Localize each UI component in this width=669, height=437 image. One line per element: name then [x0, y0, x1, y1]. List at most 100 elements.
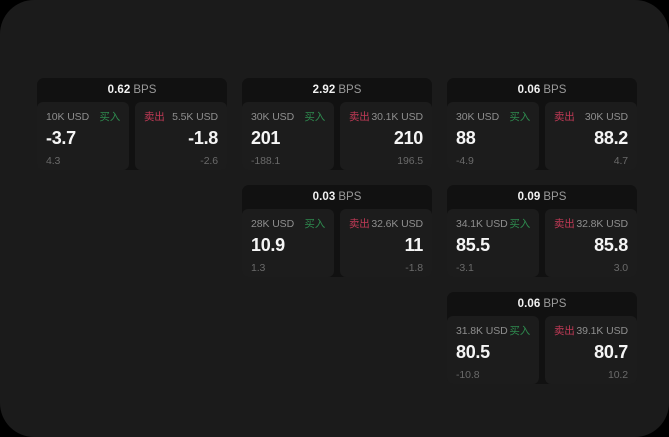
bps-value: 2.92 [312, 84, 336, 96]
sell-action-label: 卖出 [349, 111, 370, 123]
buy-size-label: 10K USD [46, 110, 90, 123]
buy-side-panel[interactable]: 30K USD 买入 201 -188.1 [242, 102, 334, 170]
buy-side-panel[interactable]: 31.8K USD 买入 80.5 -10.8 [447, 316, 539, 384]
sell-side-panel[interactable]: 卖出 32.8K USD 85.8 3.0 [545, 209, 637, 277]
sell-side-panel[interactable]: 卖出 32.6K USD 11 -1.8 [340, 209, 432, 277]
quote-column-1: 0.62 BPS 10K USD 买入 -3.7 4.3 [37, 78, 227, 185]
buy-side-panel[interactable]: 10K USD 买入 -3.7 4.3 [37, 102, 129, 170]
buy-price: 80.5 [456, 342, 490, 362]
buy-size-label: 30K USD [456, 110, 500, 123]
sell-action-label: 卖出 [144, 111, 165, 123]
sell-size-label: 5.5K USD [172, 110, 218, 123]
sell-delta: 10.2 [607, 369, 628, 381]
buy-side-panel[interactable]: 34.1K USD 买入 85.5 -3.1 [447, 209, 539, 277]
buy-delta: -188.1 [251, 155, 281, 167]
sell-side-header: 卖出 5.5K USD [144, 110, 218, 124]
buy-delta: -4.9 [456, 155, 474, 167]
bps-unit: BPS [338, 84, 362, 96]
sell-action-label: 卖出 [554, 111, 575, 123]
buy-price: -3.7 [46, 128, 76, 148]
card-header: 0.06 BPS [447, 293, 637, 316]
sell-side-header: 卖出 39.1K USD [554, 324, 628, 338]
sell-delta: 196.5 [397, 155, 423, 167]
bps-value: 0.09 [517, 191, 541, 203]
sell-delta: 4.7 [613, 155, 628, 167]
buy-delta: -3.1 [456, 262, 474, 274]
sell-size-label: 32.8K USD [576, 217, 628, 230]
quote-card[interactable]: 0.06 BPS 31.8K USD 买入 80.5 -10.8 [447, 292, 637, 384]
buy-action-label: 买入 [99, 111, 120, 123]
sell-size-label: 30K USD [584, 110, 628, 123]
sell-price: 210 [393, 128, 423, 148]
card-body: 31.8K USD 买入 80.5 -10.8 卖出 39.1K USD 80 [447, 316, 637, 384]
sell-side-header: 卖出 32.6K USD [349, 217, 423, 231]
sell-side-panel[interactable]: 卖出 5.5K USD -1.8 -2.6 [135, 102, 227, 170]
bps-value: 0.06 [517, 298, 541, 310]
buy-delta: -10.8 [456, 369, 480, 381]
sell-side-header: 卖出 30K USD [554, 110, 628, 124]
buy-action-label: 买入 [304, 111, 325, 123]
quote-card[interactable]: 2.92 BPS 30K USD 买入 201 -188.1 [242, 78, 432, 170]
bps-unit: BPS [543, 84, 567, 96]
sell-delta: -2.6 [200, 155, 218, 167]
card-body: 30K USD 买入 201 -188.1 卖出 30.1K USD 210 [242, 102, 432, 170]
sell-delta: 3.0 [613, 262, 628, 274]
sell-side-panel[interactable]: 卖出 39.1K USD 80.7 10.2 [545, 316, 637, 384]
bps-value: 0.06 [517, 84, 541, 96]
sell-side-panel[interactable]: 卖出 30.1K USD 210 196.5 [340, 102, 432, 170]
card-body: 10K USD 买入 -3.7 4.3 卖出 5.5K USD -1.8 [37, 102, 227, 170]
buy-side-panel[interactable]: 30K USD 买入 88 -4.9 [447, 102, 539, 170]
card-header: 0.09 BPS [447, 186, 637, 209]
bps-unit: BPS [338, 191, 362, 203]
buy-price: 201 [251, 128, 281, 148]
sell-price: 80.7 [594, 342, 628, 362]
buy-side-header: 28K USD 买入 [251, 217, 325, 231]
card-body: 34.1K USD 买入 85.5 -3.1 卖出 32.8K USD 85. [447, 209, 637, 277]
buy-size-label: 34.1K USD [456, 217, 508, 230]
card-body: 30K USD 买入 88 -4.9 卖出 30K USD 88.2 [447, 102, 637, 170]
buy-side-panel[interactable]: 28K USD 买入 10.9 1.3 [242, 209, 334, 277]
bps-unit: BPS [133, 84, 157, 96]
card-header: 0.62 BPS [37, 79, 227, 102]
buy-side-header: 30K USD 买入 [251, 110, 325, 124]
sell-action-label: 卖出 [349, 218, 370, 230]
buy-price: 10.9 [251, 235, 285, 255]
card-header: 0.06 BPS [447, 79, 637, 102]
buy-size-label: 28K USD [251, 217, 295, 230]
sell-size-label: 30.1K USD [371, 110, 423, 123]
quote-column-3: 0.06 BPS 30K USD 买入 88 -4.9 [447, 78, 637, 399]
bps-unit: BPS [543, 298, 567, 310]
buy-action-label: 买入 [509, 111, 530, 123]
sell-action-label: 卖出 [554, 218, 575, 230]
sell-price: 11 [404, 235, 424, 255]
quote-column-2: 2.92 BPS 30K USD 买入 201 -188.1 [242, 78, 432, 292]
quote-card[interactable]: 0.09 BPS 34.1K USD 买入 85.5 -3.1 [447, 185, 637, 277]
buy-side-header: 31.8K USD 买入 [456, 324, 530, 338]
bps-value: 0.62 [107, 84, 131, 96]
buy-price: 85.5 [456, 235, 490, 255]
sell-side-panel[interactable]: 卖出 30K USD 88.2 4.7 [545, 102, 637, 170]
sell-price: -1.8 [188, 128, 218, 148]
card-header: 0.03 BPS [242, 186, 432, 209]
buy-price: 88 [456, 128, 476, 148]
quote-card[interactable]: 0.62 BPS 10K USD 买入 -3.7 4.3 [37, 78, 227, 170]
sell-action-label: 卖出 [554, 325, 575, 337]
buy-action-label: 买入 [509, 325, 530, 337]
bps-value: 0.03 [312, 191, 336, 203]
sell-delta: -1.8 [405, 262, 423, 274]
sell-price: 88.2 [594, 128, 628, 148]
quote-card[interactable]: 0.03 BPS 28K USD 买入 10.9 1.3 [242, 185, 432, 277]
buy-size-label: 30K USD [251, 110, 295, 123]
buy-size-label: 31.8K USD [456, 324, 508, 337]
sell-size-label: 32.6K USD [371, 217, 423, 230]
quote-card-grid: 0.62 BPS 10K USD 买入 -3.7 4.3 [37, 78, 637, 398]
buy-delta: 1.3 [251, 262, 266, 274]
buy-side-header: 34.1K USD 买入 [456, 217, 530, 231]
buy-side-header: 30K USD 买入 [456, 110, 530, 124]
quote-card[interactable]: 0.06 BPS 30K USD 买入 88 -4.9 [447, 78, 637, 170]
sell-size-label: 39.1K USD [576, 324, 628, 337]
buy-action-label: 买入 [304, 218, 325, 230]
sell-price: 85.8 [594, 235, 628, 255]
